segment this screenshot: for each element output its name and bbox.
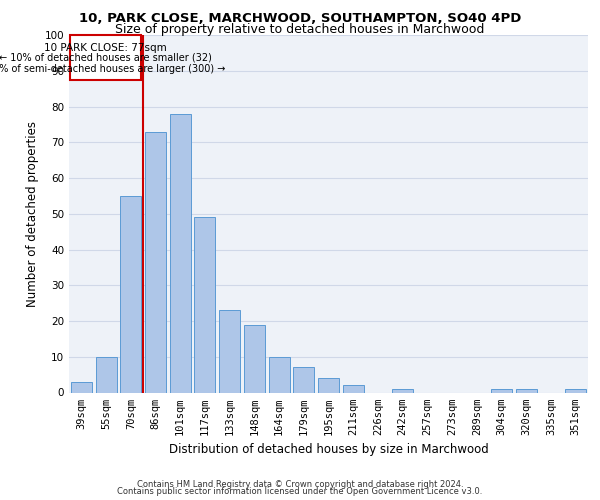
Text: ← 10% of detached houses are smaller (32): ← 10% of detached houses are smaller (32… [0, 53, 212, 63]
Text: Contains HM Land Registry data © Crown copyright and database right 2024.: Contains HM Land Registry data © Crown c… [137, 480, 463, 489]
Text: Size of property relative to detached houses in Marchwood: Size of property relative to detached ho… [115, 22, 485, 36]
Text: 90% of semi-detached houses are larger (300) →: 90% of semi-detached houses are larger (… [0, 64, 225, 74]
Bar [244, 324, 265, 392]
Bar [269, 357, 290, 392]
Bar [491, 389, 512, 392]
Y-axis label: Number of detached properties: Number of detached properties [26, 120, 39, 306]
Bar [120, 196, 141, 392]
Bar [145, 132, 166, 392]
Text: Contains public sector information licensed under the Open Government Licence v3: Contains public sector information licen… [118, 487, 482, 496]
X-axis label: Distribution of detached houses by size in Marchwood: Distribution of detached houses by size … [169, 443, 488, 456]
Bar [392, 389, 413, 392]
Bar [71, 382, 92, 392]
Text: 10, PARK CLOSE, MARCHWOOD, SOUTHAMPTON, SO40 4PD: 10, PARK CLOSE, MARCHWOOD, SOUTHAMPTON, … [79, 12, 521, 26]
Bar [565, 389, 586, 392]
Bar [70, 35, 141, 80]
Bar [516, 389, 537, 392]
Bar [194, 218, 215, 392]
Bar [95, 357, 116, 392]
Bar [293, 368, 314, 392]
Text: 10 PARK CLOSE: 77sqm: 10 PARK CLOSE: 77sqm [44, 43, 167, 53]
Bar [219, 310, 240, 392]
Bar [170, 114, 191, 392]
Bar [318, 378, 339, 392]
Bar [343, 386, 364, 392]
